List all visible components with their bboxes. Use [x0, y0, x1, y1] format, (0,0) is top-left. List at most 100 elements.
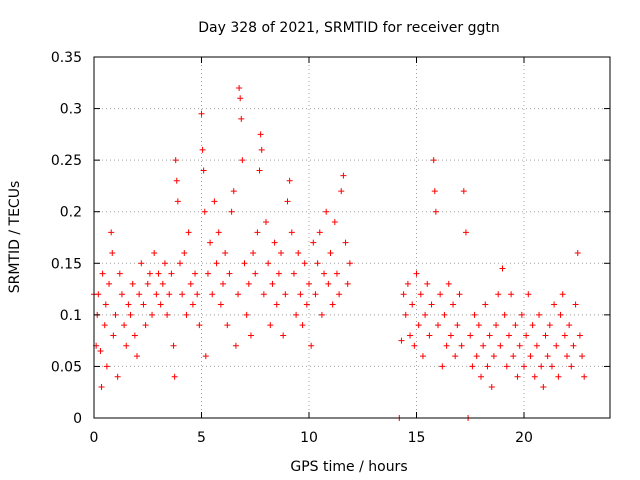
- data-point: [572, 301, 579, 308]
- data-point: [428, 301, 435, 308]
- data-point: [217, 301, 224, 308]
- data-point: [559, 291, 566, 298]
- data-point: [181, 249, 188, 256]
- data-point: [450, 301, 457, 308]
- x-axis-label: GPS time / hours: [290, 459, 407, 475]
- data-point: [488, 384, 495, 391]
- data-point: [555, 373, 562, 380]
- data-point: [166, 291, 173, 298]
- data-point: [308, 342, 315, 349]
- data-point: [226, 270, 233, 277]
- data-point: [129, 280, 136, 287]
- data-point: [211, 198, 218, 205]
- data-point: [531, 373, 538, 380]
- data-point: [564, 353, 570, 360]
- data-point: [402, 311, 409, 318]
- data-point: [331, 219, 338, 226]
- data-point: [116, 270, 123, 277]
- data-point: [238, 115, 245, 122]
- data-point: [112, 311, 119, 318]
- data-point: [254, 229, 261, 236]
- y-tick-label: 0.2: [60, 205, 82, 221]
- data-point: [101, 322, 108, 329]
- data-point: [566, 322, 573, 329]
- data-point: [553, 342, 560, 349]
- x-tick-label: 5: [197, 430, 206, 446]
- data-point: [103, 363, 110, 370]
- data-point: [183, 311, 190, 318]
- data-point: [490, 353, 497, 360]
- data-point: [439, 363, 446, 370]
- data-point: [243, 311, 250, 318]
- data-point: [579, 353, 586, 360]
- data-point: [329, 301, 336, 308]
- data-point: [462, 229, 469, 236]
- data-point: [108, 229, 115, 236]
- data-point: [411, 342, 418, 349]
- x-tick-label: 20: [515, 430, 533, 446]
- y-tick-label: 0.25: [51, 153, 82, 169]
- data-point: [486, 332, 493, 339]
- data-point: [102, 301, 109, 308]
- data-point: [525, 291, 532, 298]
- axes: 0 0.05 0.1 0.15 0.2 0.25 0.3 0.35 0 5 10 15 20: [51, 50, 610, 446]
- data-point: [230, 188, 237, 195]
- data-point: [153, 291, 160, 298]
- data-point: [499, 265, 506, 272]
- data-point: [177, 260, 183, 267]
- data-point: [224, 322, 231, 329]
- data-point: [482, 301, 489, 308]
- data-point: [136, 291, 143, 298]
- data-point: [548, 363, 555, 370]
- data-point: [295, 249, 302, 256]
- data-point: [342, 239, 349, 246]
- data-point: [252, 270, 259, 277]
- data-point: [97, 347, 104, 354]
- data-point: [245, 280, 252, 287]
- data-point: [172, 157, 179, 164]
- data-point: [288, 229, 295, 236]
- data-point: [574, 249, 581, 256]
- data-point: [536, 311, 543, 318]
- data-point: [232, 342, 239, 349]
- data-point: [168, 270, 175, 277]
- data-point: [497, 342, 504, 349]
- data-point: [413, 270, 420, 277]
- data-point: [235, 291, 242, 298]
- data-point: [310, 239, 317, 246]
- data-point: [312, 291, 319, 298]
- y-tick-label: 0.15: [51, 256, 82, 272]
- data-point: [346, 260, 353, 267]
- chart-title: Day 328 of 2021, SRMTID for receiver ggt…: [198, 20, 500, 36]
- x-tick-label: 15: [408, 430, 426, 446]
- data-point: [282, 291, 289, 298]
- y-tick-label: 0.3: [60, 102, 82, 118]
- data-point: [98, 384, 105, 391]
- data-point: [155, 270, 162, 277]
- data-point: [521, 363, 527, 370]
- data-point: [327, 249, 334, 256]
- data-point: [469, 363, 476, 370]
- data-point: [215, 229, 222, 236]
- data-point: [265, 260, 272, 267]
- data-point: [258, 146, 265, 153]
- data-point: [260, 291, 267, 298]
- data-point: [236, 84, 243, 91]
- data-point: [581, 373, 588, 380]
- data-point: [138, 260, 145, 267]
- data-point: [222, 249, 229, 256]
- data-point: [424, 280, 431, 287]
- data-point: [213, 260, 220, 267]
- data-point: [316, 229, 323, 236]
- data-point: [263, 219, 269, 226]
- data-point: [114, 373, 121, 380]
- data-point: [527, 353, 534, 360]
- data-point: [293, 311, 300, 318]
- data-point: [495, 291, 502, 298]
- data-point: [435, 322, 441, 329]
- y-tick-label: 0.05: [51, 359, 82, 375]
- data-point: [523, 332, 530, 339]
- data-point: [194, 291, 201, 298]
- data-point: [445, 280, 452, 287]
